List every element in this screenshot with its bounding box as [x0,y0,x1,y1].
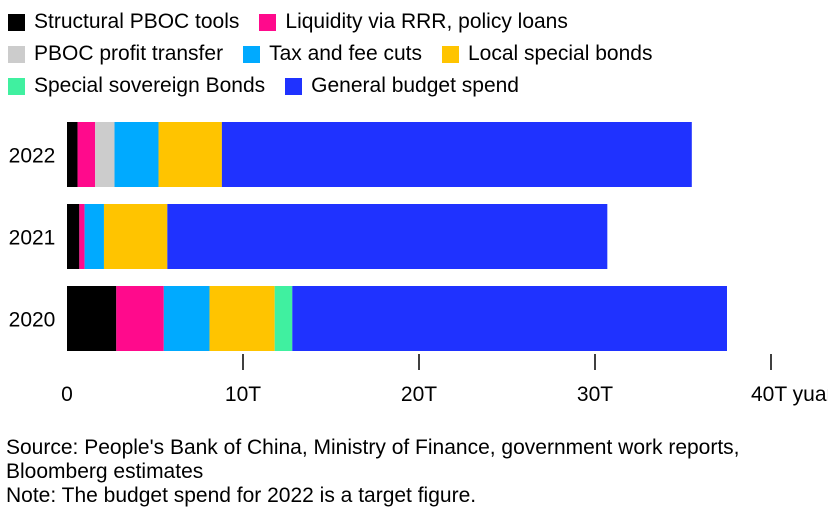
legend-label-profit: PBOC profit transfer [34,42,224,65]
legend-item-budget: General budget spend [285,74,519,98]
source-text: Source: People's Bank of China, Ministry… [6,436,740,483]
chart-legend: Structural PBOC tools Liquidity via RRR,… [8,6,818,102]
x-tick-label-0: 0 [61,383,73,406]
x-tick-label-10: 10T [225,383,261,406]
legend-item-profit: PBOC profit transfer [8,42,223,66]
bar-2022-local [158,122,222,187]
source-notes: Source: People's Bank of China, Ministry… [6,436,806,508]
bar-2022-tax [114,122,159,187]
legend-label-liquidity: Liquidity via RRR, policy loans [285,10,568,33]
x-tick-label-40: 40T yuan [751,383,828,406]
legend-swatch-tax [243,45,261,63]
legend-swatch-budget [285,77,303,95]
category-label-2022: 2022 [9,145,56,168]
legend-item-sovereign: Special sovereign Bonds [8,74,265,98]
legend-row-1: Structural PBOC tools Liquidity via RRR,… [8,6,818,38]
legend-row-2: PBOC profit transfer Tax and fee cuts Lo… [8,38,818,70]
legend-item-local: Local special bonds [442,42,652,66]
legend-swatch-structural [8,13,25,31]
note-text: Note: The budget spend for 2022 is a tar… [6,484,477,507]
legend-label-budget: General budget spend [311,74,519,97]
legend-label-tax: Tax and fee cuts [269,42,422,65]
bar-2020-budget [292,286,727,351]
category-label-2020: 2020 [9,309,56,332]
legend-item-liquidity: Liquidity via RRR, policy loans [259,10,568,34]
bar-2020-tax [163,286,210,351]
x-tick-label-20: 20T [401,383,437,406]
category-label-2021: 2021 [9,227,56,250]
legend-swatch-liquidity [259,13,277,31]
bar-chart: 2022 2021 2020 0 10T 20T 30T 40T yuan [9,122,828,406]
legend-row-3: Special sovereign Bonds General budget s… [8,70,818,102]
bar-2020-sovereign [274,286,293,351]
legend-label-sovereign: Special sovereign Bonds [34,74,266,97]
legend-swatch-local [442,45,459,63]
bar-2021-tax [84,204,104,269]
bar-2020-structural [67,286,117,351]
legend-item-tax: Tax and fee cuts [243,42,422,66]
bar-2021-budget [167,204,608,269]
legend-item-structural: Structural PBOC tools [8,10,239,34]
x-tick-label-30: 30T [577,383,613,406]
legend-label-structural: Structural PBOC tools [34,10,240,33]
bar-2020-local [209,286,275,351]
legend-swatch-profit [8,45,25,63]
bar-2022-budget [221,122,692,187]
bar-2021-local [103,204,168,269]
bar-2021-structural [67,204,80,269]
legend-label-local: Local special bonds [468,42,653,65]
bar-2022-profit [95,122,115,187]
bar-2022-liquidity [77,122,96,187]
bar-2021-liquidity [79,204,85,269]
bar-2022-structural [67,122,78,187]
legend-swatch-sovereign [8,77,25,95]
bar-2020-liquidity [116,286,164,351]
